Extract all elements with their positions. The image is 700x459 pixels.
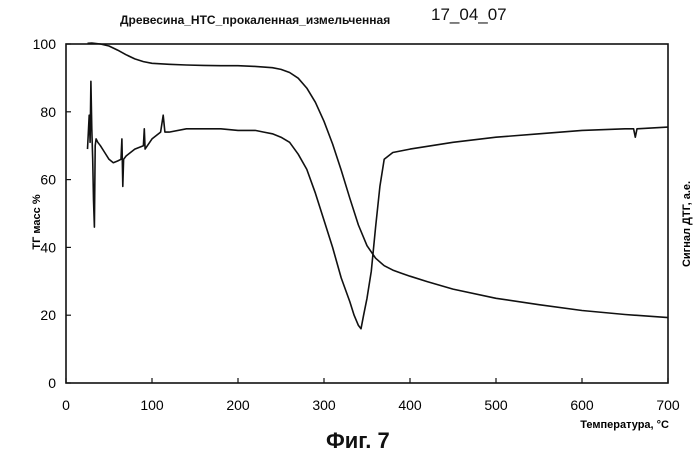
x-axis-label: Температура, °С [580,419,669,431]
y2-axis-label: Сигнал ДТГ, a.e. [681,181,693,267]
x-tick-label: 600 [570,397,594,413]
x-tick-label: 100 [140,397,164,413]
x-tick-label: 700 [656,397,680,413]
series-line-tg [88,43,669,318]
x-tick-label: 300 [312,397,336,413]
y-tick-label: 20 [40,307,56,323]
plot-frame [66,44,668,383]
figure-caption: Фиг. 7 [326,428,390,454]
y-tick-label: 0 [48,375,56,391]
x-tick-label: 200 [226,397,250,413]
x-tick-label: 0 [62,397,70,413]
y-tick-label: 60 [40,172,56,188]
y-tick-label: 80 [40,104,56,120]
y-tick-label: 100 [33,36,57,52]
x-tick-label: 500 [484,397,508,413]
y-axis-label: ТГ масс % [31,194,43,249]
x-tick-label: 400 [398,397,422,413]
series-line-dtg [88,81,669,328]
